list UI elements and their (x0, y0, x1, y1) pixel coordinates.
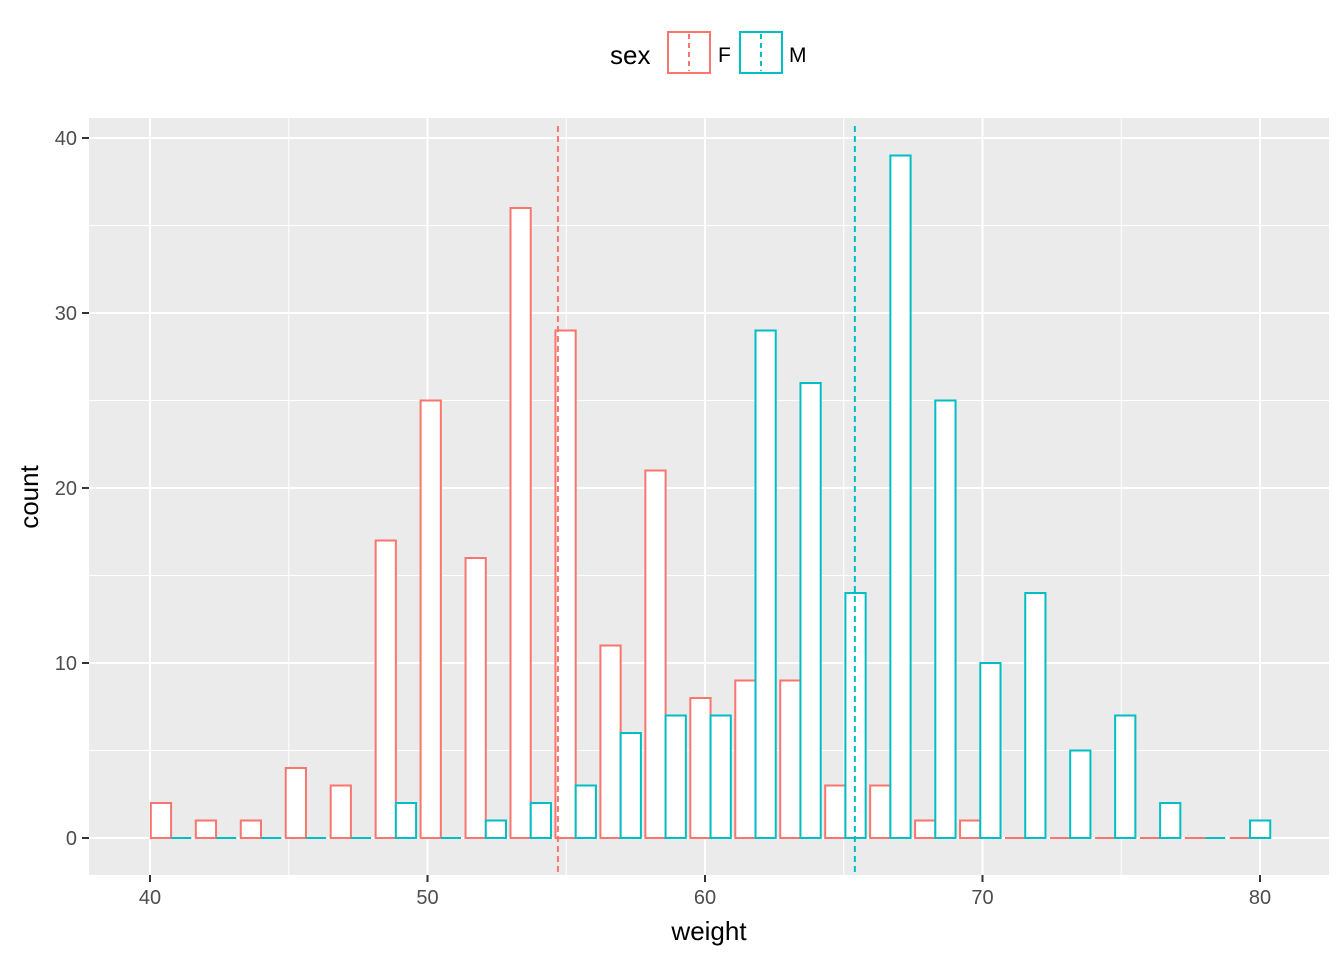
bar-f (374, 539, 397, 839)
bar-m (1024, 592, 1047, 839)
bar-m (799, 382, 822, 839)
bar-f (599, 644, 622, 839)
bar-f (779, 679, 802, 839)
bar-m (619, 732, 642, 839)
y-tick-label: 20 (55, 478, 77, 500)
bar-f (509, 207, 532, 839)
bar-f (284, 767, 307, 839)
x-axis: 40 50 60 70 80 (139, 875, 1271, 909)
bar-m (889, 154, 912, 839)
bar-f (554, 329, 577, 839)
bar-f (239, 819, 262, 839)
y-tick-label: 30 (55, 303, 77, 325)
bar-f (329, 784, 352, 839)
bars-layer (149, 154, 1272, 839)
bar-m (979, 662, 1002, 839)
x-axis-title: weight (670, 916, 747, 946)
y-tick-label: 0 (66, 828, 77, 850)
bar-m (1159, 802, 1182, 839)
y-tick-label: 10 (55, 653, 77, 675)
x-tick-label: 80 (1249, 887, 1271, 909)
legend-label-m: M (789, 44, 807, 67)
legend: sex F M (610, 31, 807, 74)
bar-m (1069, 749, 1092, 839)
x-tick-label: 40 (139, 887, 161, 909)
legend-title: sex (610, 40, 650, 70)
bar-f (959, 819, 982, 839)
bar-f (914, 819, 937, 839)
bar-f (419, 399, 442, 839)
x-tick-label: 70 (971, 887, 993, 909)
bar-m (529, 802, 552, 839)
bar-f (149, 802, 173, 839)
x-tick-label: 60 (694, 887, 716, 909)
legend-label-f: F (718, 44, 731, 67)
bar-m (754, 329, 777, 839)
bar-m (709, 714, 732, 839)
bar-f (464, 557, 487, 839)
bar-f (869, 784, 892, 839)
bar-m (934, 399, 957, 839)
bar-f (734, 679, 757, 839)
x-tick-label: 50 (416, 887, 438, 909)
bar-f (824, 784, 847, 839)
bar-f (644, 469, 667, 839)
y-axis-title: count (14, 464, 44, 528)
bar-m (1114, 714, 1137, 839)
bar-m (484, 819, 508, 839)
mean-lines-layer (556, 126, 856, 875)
y-axis: 0 10 20 30 40 (55, 128, 89, 850)
bar-m (394, 802, 418, 839)
bar-m (574, 784, 597, 839)
bar-m (1249, 819, 1272, 839)
y-tick-label: 40 (55, 128, 77, 150)
bar-m (664, 714, 687, 839)
bar-f (689, 697, 712, 839)
bar-f (194, 819, 218, 839)
